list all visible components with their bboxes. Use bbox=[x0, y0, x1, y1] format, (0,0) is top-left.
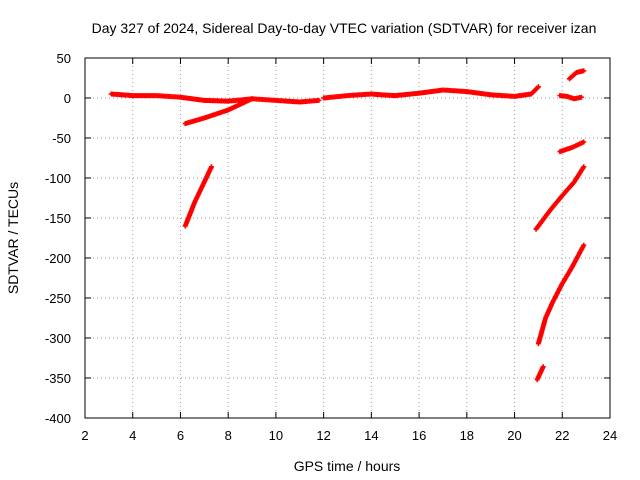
y-tick-label: -400 bbox=[45, 411, 71, 426]
data-point bbox=[581, 164, 587, 170]
x-tick-label: 20 bbox=[507, 428, 521, 443]
y-tick-label: 50 bbox=[57, 51, 71, 66]
data-segment bbox=[557, 93, 584, 102]
plot-frame bbox=[84, 57, 611, 419]
x-tick-label: 4 bbox=[129, 428, 136, 443]
x-tick-label: 10 bbox=[269, 428, 283, 443]
data-point bbox=[581, 242, 587, 248]
y-tick-label: -50 bbox=[52, 131, 71, 146]
data-layer bbox=[108, 68, 587, 383]
chart-title: Day 327 of 2024, Sidereal Day-to-day VTE… bbox=[92, 20, 597, 36]
y-tick-label: -350 bbox=[45, 371, 71, 386]
x-tick-label: 18 bbox=[460, 428, 474, 443]
y-tick-label: -100 bbox=[45, 171, 71, 186]
data-point bbox=[578, 94, 584, 100]
data-point bbox=[316, 97, 322, 103]
data-point bbox=[581, 139, 587, 145]
data-point bbox=[208, 164, 214, 170]
data-segment bbox=[182, 96, 255, 127]
y-tick-label: 0 bbox=[64, 91, 71, 106]
data-segment bbox=[182, 164, 214, 229]
y-tick-label: -150 bbox=[45, 211, 71, 226]
data-segment bbox=[533, 164, 587, 232]
x-tick-label: 16 bbox=[412, 428, 426, 443]
data-segment bbox=[557, 139, 587, 155]
data-segment bbox=[566, 68, 587, 82]
x-tick-label: 24 bbox=[603, 428, 617, 443]
data-point bbox=[581, 68, 587, 74]
x-tick-label: 8 bbox=[225, 428, 232, 443]
x-tick-label: 2 bbox=[81, 428, 88, 443]
data-segment bbox=[321, 84, 541, 101]
y-axis-label: SDTVAR / TECUs bbox=[5, 182, 21, 294]
data-point bbox=[540, 364, 546, 370]
x-tick-label: 22 bbox=[555, 428, 569, 443]
data-point bbox=[535, 84, 541, 90]
x-tick-label: 14 bbox=[364, 428, 378, 443]
data-segment bbox=[534, 364, 546, 383]
y-tick-label: -200 bbox=[45, 251, 71, 266]
data-point bbox=[249, 96, 255, 102]
x-axis-label: GPS time / hours bbox=[294, 458, 401, 474]
x-tick-label: 6 bbox=[177, 428, 184, 443]
tick-layer: 2 4 6 8 10 12 14 16 18 20 22 24500-50-100-150-200-2… bbox=[45, 51, 617, 443]
data-segment bbox=[535, 242, 587, 347]
x-tick-label: 12 bbox=[316, 428, 330, 443]
data-segment bbox=[108, 91, 322, 105]
y-tick-label: -300 bbox=[45, 331, 71, 346]
y-tick-label: -250 bbox=[45, 291, 71, 306]
grid-layer bbox=[85, 58, 610, 418]
